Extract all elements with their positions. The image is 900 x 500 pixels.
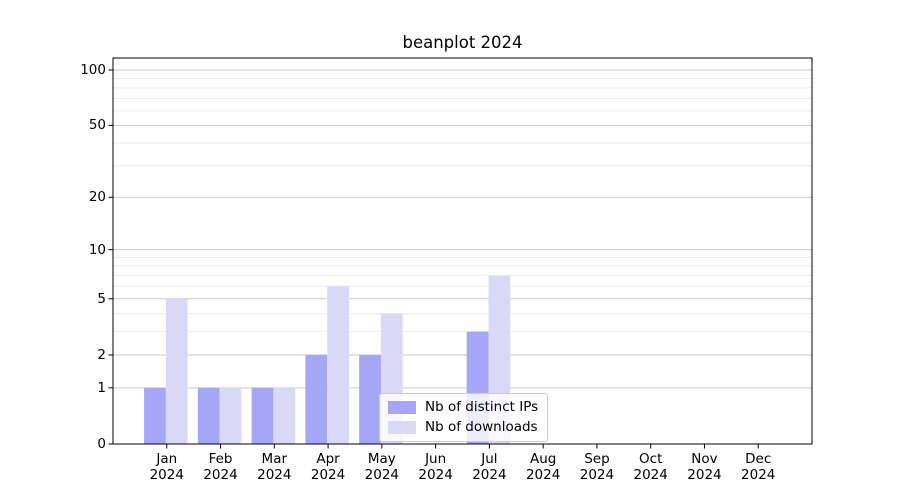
y-tick-label: 2: [97, 346, 106, 363]
x-tick-year: 2024: [525, 466, 561, 483]
x-tick-year: 2024: [364, 466, 400, 483]
x-tick-label: Jun 2024: [404, 451, 468, 483]
x-tick-month: Sep: [584, 451, 610, 467]
x-tick-year: 2024: [741, 466, 776, 483]
x-tick-year: 2024: [472, 466, 507, 483]
bar-distinct-ips: [359, 354, 381, 444]
bar-distinct-ips: [144, 387, 166, 444]
x-tick-month: Feb: [208, 451, 233, 467]
x-tick-month: Oct: [639, 451, 663, 467]
x-tick-year: 2024: [203, 466, 238, 483]
x-tick-year: 2024: [687, 466, 722, 483]
legend-label-distinct-ips: Nb of distinct IPs: [425, 399, 539, 415]
x-tick-year: 2024: [418, 466, 453, 483]
x-tick-month: Jul: [481, 451, 498, 467]
y-tick-label: 1: [97, 379, 106, 396]
bar-distinct-ips: [251, 387, 274, 444]
x-tick-month: Jan: [156, 451, 178, 467]
axes-frame: [112, 57, 813, 445]
legend-label-downloads: Nb of downloads: [425, 419, 538, 435]
legend: Nb of distinct IPs Nb of downloads: [379, 393, 549, 442]
bar-distinct-ips: [305, 354, 328, 444]
x-tick-label: Sep 2024: [565, 451, 629, 483]
x-tick-label: Oct 2024: [619, 451, 683, 483]
bar-downloads: [327, 286, 349, 444]
y-tick-label: 50: [88, 117, 106, 134]
x-tick-label: Dec 2024: [726, 451, 790, 483]
legend-swatch-distinct-ips: [388, 400, 416, 414]
y-tick-label: 5: [97, 290, 106, 307]
legend-item-downloads: Nb of downloads: [388, 419, 538, 435]
x-tick-label: Mar 2024: [242, 451, 306, 483]
x-tick-month: Nov: [691, 451, 718, 467]
y-tick-label: 10: [88, 241, 106, 258]
legend-item-distinct-ips: Nb of distinct IPs: [388, 399, 538, 415]
bar-downloads: [165, 298, 188, 444]
y-tick-label: 0: [97, 436, 106, 452]
legend-swatch-downloads: [388, 420, 416, 434]
chart-title: beanplot 2024: [402, 33, 523, 52]
x-tick-year: 2024: [633, 466, 668, 483]
x-tick-month: May: [367, 451, 396, 467]
y-tick-label: 20: [88, 189, 106, 206]
x-tick-month: Mar: [261, 451, 288, 467]
x-tick-label: Aug 2024: [511, 451, 575, 483]
x-tick-month: Aug: [529, 451, 557, 467]
x-tick-label: Jan 2024: [135, 451, 199, 483]
x-tick-year: 2024: [257, 466, 292, 483]
bar-distinct-ips: [197, 387, 220, 444]
x-tick-month: Jun: [425, 451, 447, 467]
x-tick-month: Apr: [316, 451, 340, 467]
x-tick-label: Jul 2024: [457, 451, 521, 483]
x-tick-label: Feb 2024: [189, 451, 253, 483]
x-tick-year: 2024: [579, 466, 615, 483]
bar-downloads: [219, 387, 242, 444]
x-tick-label: May 2024: [350, 451, 414, 483]
bar-downloads: [273, 387, 296, 444]
x-tick-month: Dec: [745, 451, 772, 467]
x-tick-label: Apr 2024: [296, 451, 360, 483]
x-tick-year: 2024: [310, 466, 346, 483]
x-tick-year: 2024: [149, 466, 184, 483]
x-tick-label: Nov 2024: [672, 451, 736, 483]
y-tick-label: 100: [80, 61, 106, 78]
